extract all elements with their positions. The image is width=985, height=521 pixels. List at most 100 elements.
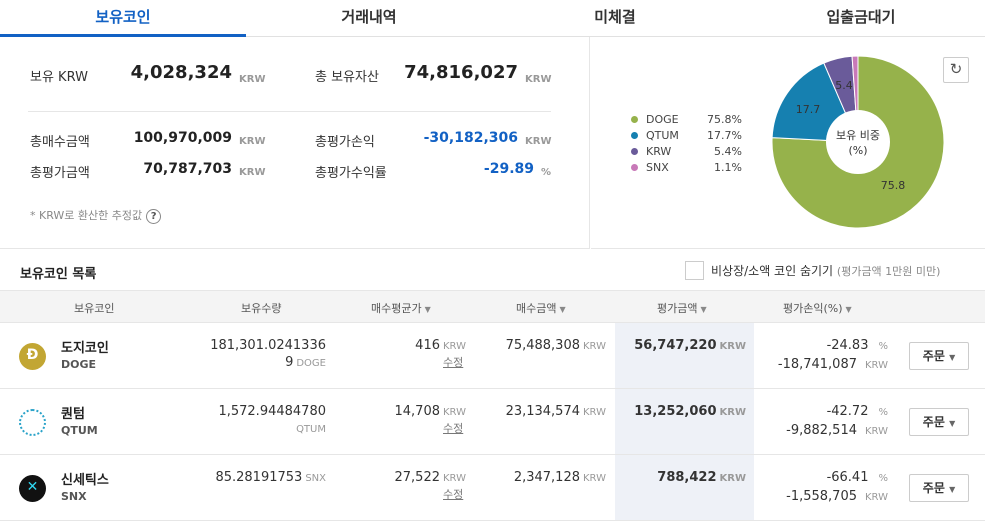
total-eval-unit: KRW — [239, 167, 266, 178]
holding-pie-chart: 보유 비중 (%) 75.8 17.7 5.4 — [771, 55, 945, 229]
buy-amount-value: 23,134,574 — [505, 404, 580, 419]
chevron-down-icon: ▼ — [949, 485, 956, 494]
buy-amount-unit: KRW — [583, 407, 606, 418]
pl-amount-unit: KRW — [865, 426, 888, 437]
pl-pct-unit: % — [878, 473, 888, 484]
eval-amount: 788,422 KRW — [657, 470, 746, 485]
edit-avg-price-link[interactable]: 수정 — [443, 356, 464, 369]
help-icon[interactable]: ? — [146, 209, 162, 224]
edit-avg-price-link[interactable]: 수정 — [443, 422, 464, 435]
qty-value-cont: 9 DOGE — [285, 355, 326, 370]
table-row[interactable]: Đ 도지코인 DOGE 181,301.0241336 9 DOGE 416 KRW… — [0, 323, 985, 389]
pie-center-title: 보유 비중 — [836, 129, 880, 142]
avg-price-value: 14,708 — [394, 404, 441, 419]
pl-amount: -1,558,705 KRW — [786, 489, 888, 504]
col-avg-price[interactable]: 매수평균가 ▼ — [371, 300, 431, 316]
table-row[interactable]: 퀀텀 QTUM 1,572.94484780 QTUM 14,708 KRW 수정… — [0, 389, 985, 455]
hide-label-sub: (평가금액 1만원 미만) — [836, 265, 941, 278]
avg-price-unit: KRW — [443, 473, 466, 484]
total-rate-label: 총평가수익률 — [315, 166, 387, 181]
pl-amount: -9,882,514 KRW — [786, 423, 888, 438]
eval-column-highlight — [615, 323, 754, 521]
legend-dot — [631, 147, 638, 155]
qty-unit: QTUM — [296, 424, 326, 435]
pl-pct-unit: % — [878, 341, 888, 352]
legend-pct: 17.7% — [707, 128, 742, 142]
tab-holdings[interactable]: 보유코인 — [0, 0, 246, 37]
col-avg-price-label: 매수평균가 — [371, 302, 422, 315]
holdings-list-title: 보유코인 목록 — [20, 267, 97, 282]
legend-dot — [631, 131, 638, 139]
total-pl-value: -30,182,306 — [423, 130, 518, 146]
tab-unfilled[interactable]: 미체결 — [594, 8, 636, 26]
slice-label-doge: 75.8 — [881, 179, 906, 192]
buy-amount-value: 75,488,308 — [505, 338, 580, 353]
qty-unit: SNX — [305, 473, 326, 484]
eval-amount: 56,747,220 KRW — [634, 338, 746, 353]
pl-amount-value: -1,558,705 — [786, 489, 857, 504]
order-button[interactable]: 주문 ▼ — [909, 474, 969, 502]
buy-amount-unit: KRW — [583, 341, 606, 352]
eval-amount-unit: KRW — [719, 341, 746, 352]
summary-divider — [28, 111, 551, 112]
sort-icon: ▼ — [700, 305, 707, 314]
col-pl-label: 평가손익(%) — [783, 302, 843, 315]
buy-amount-unit: KRW — [583, 473, 606, 484]
holding-ratio-panel: DOGE 75.8% QTUM 17.7% KRW 5.4% SNX 1.1% 보유 비… — [591, 37, 985, 249]
total-asset-value: 74,816,027 — [404, 62, 518, 83]
total-buy-label: 총매수금액 — [30, 135, 90, 150]
total-asset-unit: KRW — [525, 74, 552, 85]
eval-amount-value: 56,747,220 — [634, 338, 717, 353]
qty-value: 85.28191753 SNX — [215, 470, 326, 485]
pie-center-unit: (%) — [848, 144, 867, 157]
legend-item-krw: KRW 5.4% — [631, 143, 742, 159]
hide-label-text: 비상장/소액 코인 숨기기 — [711, 264, 834, 278]
pl-amount-unit: KRW — [865, 492, 888, 503]
holdings-list-header: 보유코인 목록 비상장/소액 코인 숨기기 (평가금액 1만원 미만) — [0, 249, 985, 291]
total-pl-unit: KRW — [525, 136, 552, 147]
tab-history[interactable]: 거래내역 — [341, 8, 397, 26]
edit-avg-price-link[interactable]: 수정 — [443, 488, 464, 501]
order-button[interactable]: 주문 ▼ — [909, 408, 969, 436]
col-buy-amount-label: 매수금액 — [516, 302, 557, 315]
total-pl-label: 총평가손익 — [315, 135, 375, 150]
avg-price-value: 27,522 — [394, 470, 441, 485]
legend-item-snx: SNX 1.1% — [631, 159, 742, 175]
refresh-button[interactable]: ↻ — [943, 57, 969, 83]
tab-deposit-pending[interactable]: 입출금대기 — [826, 8, 896, 26]
coin-name: 퀀텀 — [61, 407, 85, 422]
pl-amount: -18,741,087 KRW — [778, 357, 888, 372]
krw-label: 보유 KRW — [30, 70, 88, 85]
order-label: 주문 — [922, 415, 945, 429]
krw-note-text: * KRW로 환산한 추정값 — [30, 209, 143, 222]
legend-name: QTUM — [646, 128, 679, 142]
hide-small-coins-label[interactable]: 비상장/소액 코인 숨기기 (평가금액 1만원 미만) — [711, 262, 940, 279]
eval-amount-unit: KRW — [719, 473, 746, 484]
legend-dot — [631, 163, 638, 171]
hide-small-coins-checkbox[interactable] — [685, 261, 704, 280]
coin-symbol: QTUM — [61, 424, 98, 437]
pie-legend: DOGE 75.8% QTUM 17.7% KRW 5.4% SNX 1.1% — [631, 111, 742, 175]
legend-item-qtum: QTUM 17.7% — [631, 127, 742, 143]
col-coin: 보유코인 — [74, 302, 115, 315]
avg-price-unit: KRW — [443, 407, 466, 418]
col-buy-amount[interactable]: 매수금액 ▼ — [516, 300, 566, 316]
order-button[interactable]: 주문 ▼ — [909, 342, 969, 370]
legend-pct: 1.1% — [714, 160, 742, 174]
total-buy-value: 100,970,009 — [133, 130, 232, 146]
avg-price: 14,708 KRW — [395, 404, 467, 419]
qty-value: 1,572.94484780 — [218, 404, 326, 419]
table-row[interactable]: ✕ 신세틱스 SNX 85.28191753 SNX 27,522 KRW 수정 2… — [0, 455, 985, 521]
qtum-coin-icon — [19, 409, 46, 436]
col-pl[interactable]: 평가손익(%) ▼ — [783, 300, 852, 316]
legend-name: DOGE — [646, 112, 679, 126]
krw-unit: KRW — [239, 74, 266, 85]
eval-amount: 13,252,060 KRW — [634, 404, 746, 419]
pl-pct-value: -24.83 — [826, 338, 869, 353]
order-label: 주문 — [922, 349, 945, 363]
legend-pct: 5.4% — [714, 144, 742, 158]
col-eval-amount[interactable]: 평가금액 ▼ — [657, 300, 707, 316]
total-asset-label: 총 보유자산 — [315, 70, 379, 85]
table-header: 보유코인 보유수량 매수평균가 ▼ 매수금액 ▼ 평가금액 ▼ 평가손익(%) ▼ — [0, 291, 985, 323]
avg-price: 416 KRW — [415, 338, 466, 353]
